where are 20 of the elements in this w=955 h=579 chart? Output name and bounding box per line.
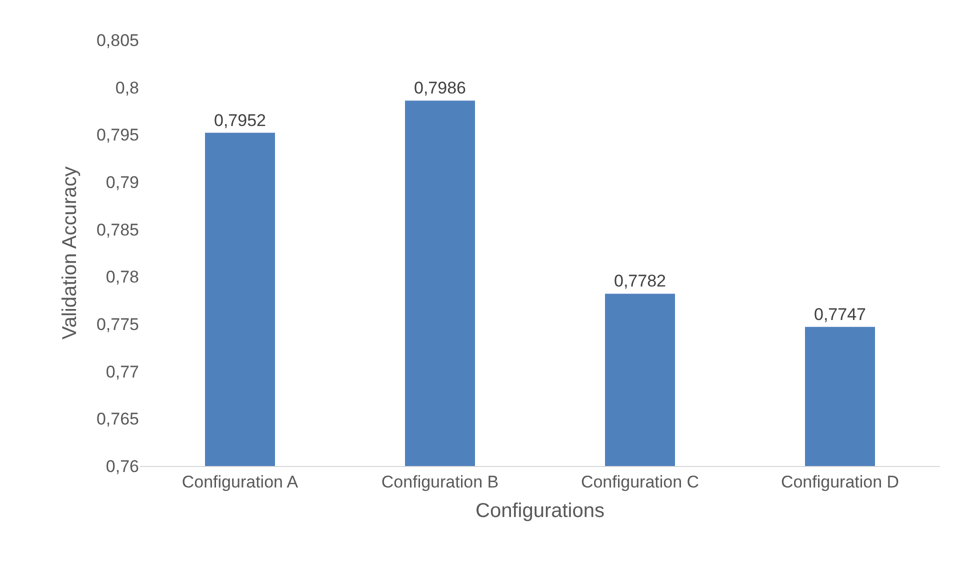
data-label: 0,7952 <box>214 110 266 130</box>
data-label: 0,7747 <box>814 304 866 324</box>
data-label: 0,7986 <box>414 78 466 98</box>
y-tick-label: 0,76 <box>106 456 139 476</box>
y-tick-label: 0,8 <box>115 78 139 98</box>
x-tick-label: Configuration A <box>182 472 299 492</box>
y-tick-label: 0,805 <box>96 30 139 50</box>
x-axis-title: Configurations <box>476 500 604 522</box>
y-tick-label: 0,795 <box>96 126 139 145</box>
x-tick-label: Configuration C <box>580 472 700 492</box>
y-tick-label: 0,79 <box>106 172 139 192</box>
x-tick-label: Configuration D <box>780 472 900 492</box>
y-tick-label: 0,78 <box>106 268 139 287</box>
x-tick-label: Configuration B <box>381 472 499 492</box>
y-tick-label: 0,775 <box>96 314 139 334</box>
data-label: 0,7782 <box>614 272 666 291</box>
y-tick-label: 0,785 <box>96 220 139 240</box>
y-tick-label: 0,765 <box>96 410 139 429</box>
y-axis-title: Validation Accuracy <box>58 166 81 340</box>
y-tick-label: 0,77 <box>106 362 139 382</box>
